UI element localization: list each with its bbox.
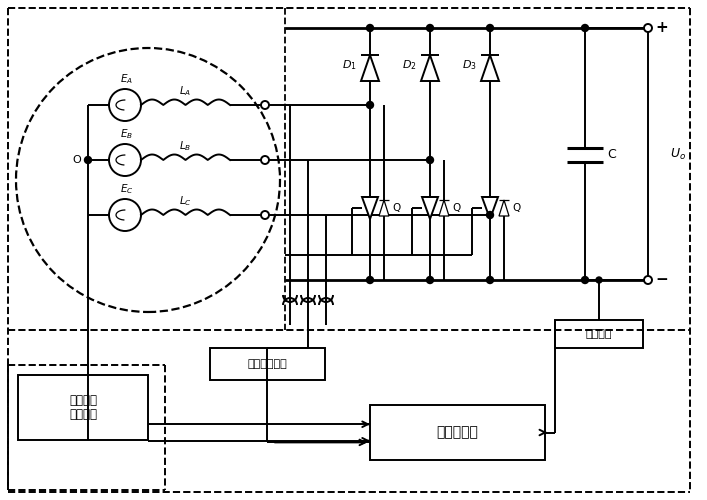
- Circle shape: [581, 24, 588, 32]
- Circle shape: [366, 276, 373, 283]
- Bar: [555, 320, 643, 348]
- Text: 电机转子
位置检测: 电机转子 位置检测: [69, 394, 97, 421]
- Text: Q: Q: [392, 203, 400, 213]
- Text: 电枢电流检测: 电枢电流检测: [247, 359, 287, 369]
- Circle shape: [426, 276, 433, 283]
- Text: C: C: [607, 148, 616, 162]
- Text: −: −: [655, 272, 667, 287]
- Text: 整流控制器: 整流控制器: [436, 426, 479, 440]
- Text: $U_o$: $U_o$: [670, 146, 686, 162]
- Circle shape: [366, 24, 373, 32]
- Text: $L_C$: $L_C$: [179, 194, 192, 208]
- Polygon shape: [422, 197, 438, 219]
- Polygon shape: [439, 200, 449, 216]
- Circle shape: [426, 24, 433, 32]
- Circle shape: [261, 211, 269, 219]
- Text: +: +: [655, 20, 667, 36]
- Polygon shape: [499, 200, 509, 216]
- Polygon shape: [481, 55, 499, 81]
- Circle shape: [486, 24, 493, 32]
- Text: $E_C$: $E_C$: [120, 182, 134, 196]
- Circle shape: [85, 156, 91, 164]
- Bar: [210, 348, 325, 380]
- Circle shape: [486, 276, 493, 283]
- Text: $L_A$: $L_A$: [180, 84, 192, 98]
- Text: $L_B$: $L_B$: [180, 139, 192, 153]
- Text: $D_3$: $D_3$: [462, 58, 477, 72]
- Circle shape: [644, 24, 652, 32]
- Text: $D_1$: $D_1$: [342, 58, 357, 72]
- Text: 电压检测: 电压检测: [586, 329, 612, 339]
- Circle shape: [426, 156, 433, 164]
- Polygon shape: [361, 55, 379, 81]
- Text: Q: Q: [512, 203, 520, 213]
- Circle shape: [581, 276, 588, 283]
- Circle shape: [261, 101, 269, 109]
- Polygon shape: [482, 197, 498, 219]
- Circle shape: [596, 277, 602, 283]
- Bar: [370, 405, 545, 460]
- Circle shape: [486, 212, 493, 218]
- Text: $E_B$: $E_B$: [120, 127, 134, 141]
- Text: $E_A$: $E_A$: [120, 72, 134, 86]
- Circle shape: [261, 156, 269, 164]
- Polygon shape: [421, 55, 439, 81]
- Text: O: O: [72, 155, 81, 165]
- Text: $D_2$: $D_2$: [402, 58, 417, 72]
- Circle shape: [644, 276, 652, 284]
- Text: Q: Q: [452, 203, 460, 213]
- Circle shape: [366, 102, 373, 108]
- Bar: [18, 375, 148, 440]
- Polygon shape: [379, 200, 389, 216]
- Polygon shape: [362, 197, 378, 219]
